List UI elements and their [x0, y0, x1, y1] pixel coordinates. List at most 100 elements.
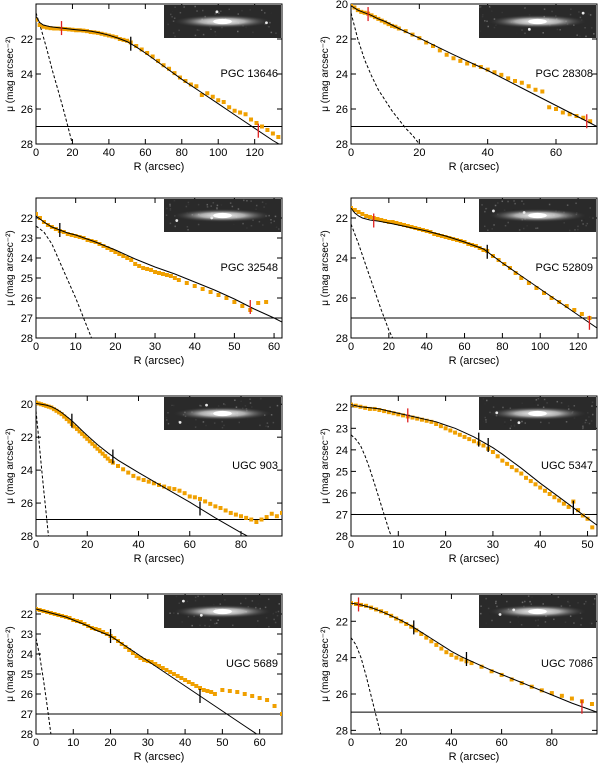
panel-3-data-point [121, 254, 126, 258]
panel-5-data-point [208, 501, 213, 506]
panel-5-data-point [98, 449, 103, 454]
panel-2-galaxy-noise [559, 29, 561, 31]
panel-2-galaxy-noise [479, 5, 482, 8]
panel-7-data-point [164, 668, 169, 672]
panel-6-data-point [467, 437, 472, 442]
panel-7-galaxy-noise [251, 600, 254, 602]
panel-5-galaxy-noise [259, 398, 262, 400]
panel-5-data-point [126, 470, 131, 475]
panel-6-galaxy-core [528, 410, 547, 417]
panel-3-total-line [36, 215, 282, 323]
panel-1-bulge-line [36, 12, 73, 144]
panel-6-data-point [509, 465, 514, 470]
panel-5-data-point [54, 408, 59, 413]
panel-7-galaxy-noise [224, 599, 226, 601]
panel-2-plot-area [351, 4, 597, 144]
panel-6-galaxy-noise [573, 417, 576, 419]
panel-3-galaxy-noise [273, 225, 276, 228]
panel-4-galaxy-noise [518, 229, 521, 231]
panel-4-data-point [375, 217, 380, 221]
panel-8-galaxy-noise [569, 604, 571, 607]
panel-1: 0 20 40 60 80 100 120 22 24 26 28 R (arcsec) μ (mag … [5, 3, 283, 173]
panel-4-galaxy-noise [535, 227, 537, 230]
panel-1-data-point [44, 25, 49, 30]
panel-6-data-point [377, 408, 382, 412]
panel-3-data-point [37, 216, 42, 220]
panel-5-galaxy-noise [222, 403, 225, 405]
panel-1-data-point [205, 91, 210, 96]
panel-6-bulge-line [351, 434, 392, 536]
panel-7-data-point [168, 670, 173, 674]
panel-1-galaxy-noise [196, 10, 198, 12]
panel-1-data-point [156, 58, 161, 63]
panel-3-galaxy-noise [187, 229, 189, 231]
panel-5-data-point [103, 454, 108, 459]
panel-6-galaxy-noise [556, 400, 559, 403]
panel-6-galaxy-name: UGC 5347 [541, 460, 593, 472]
panel-1-galaxy-noise [215, 34, 217, 37]
panel-6-galaxy-noise [502, 406, 504, 409]
panel-6-data-point [481, 443, 486, 448]
panel-5-data-point [72, 424, 77, 429]
panel-6-galaxy-noise [591, 401, 594, 404]
panel-4-galaxy-noise [589, 207, 592, 209]
panel-4-data-point [394, 221, 399, 225]
panel-3-galaxy-noise [246, 200, 248, 202]
panel-2-galaxy-noise [587, 13, 590, 15]
panel-1-data-point [188, 82, 193, 87]
panel-4-ytick-label: 22 [336, 213, 348, 225]
panel-4-galaxy-name: PGC 52809 [536, 262, 593, 274]
panel-2-galaxy-noise [591, 27, 593, 29]
panel-1-data-point [37, 23, 42, 27]
panel-3-ylabel: μ (mag arcsec⁻²) [5, 230, 16, 306]
panel-5-data-point [239, 514, 243, 519]
panel-8-total-line [351, 602, 597, 713]
panel-3-ytick-label: 28 [21, 333, 33, 345]
panel-3-galaxy-noise [197, 203, 200, 206]
panel-4-data-point [360, 212, 365, 216]
panel-3-data-point [176, 278, 181, 282]
panel-6-data-point [429, 419, 434, 424]
panel-3-data-point [157, 271, 161, 275]
panel-7-galaxy-noise [199, 624, 201, 627]
panel-6-galaxy-noise [482, 398, 485, 400]
panel-8-galaxy-noise [491, 619, 493, 622]
panel-5-galaxy-noise [186, 423, 189, 426]
panel-4-data-point [398, 222, 403, 226]
panel-2-data-point [472, 63, 476, 68]
panel-7-data-point [97, 628, 102, 632]
panel-3-galaxy-noise [186, 225, 189, 228]
panel-7-ytick-label: 28 [21, 729, 33, 741]
panel-1-ytick-label: 22 [21, 34, 33, 46]
panel-3-data-point [69, 233, 74, 237]
panel-1-galaxy-noise [270, 31, 273, 34]
panel-5-xtick-label: 20 [81, 539, 93, 551]
panel-4-data-point [432, 232, 437, 236]
panel-4-galaxy-noise [523, 227, 525, 230]
panel-2-data-point [390, 23, 394, 28]
panel-6-xtick-label: 20 [439, 539, 451, 551]
panel-4-ylabel: μ (mag arcsec⁻²) [320, 230, 331, 306]
panel-8-galaxy-noise [588, 622, 591, 624]
panel-1-galaxy-noise [264, 12, 266, 14]
panel-7-data-point [220, 688, 225, 692]
panel-6-xtick-label: 10 [392, 539, 404, 551]
panel-1-galaxy-noise [218, 12, 220, 14]
panel-3-galaxy-noise [237, 208, 240, 210]
panel-3-ytick-label: 25 [21, 273, 33, 285]
panel-1-data-point [254, 121, 259, 125]
panel-8-galaxy-core [528, 608, 547, 615]
panel-3-galaxy-noise [169, 208, 172, 210]
panel-6-data-point [391, 411, 396, 416]
panel-3-galaxy-noise [233, 223, 235, 226]
panel-3-galaxy-noise [187, 201, 190, 204]
panel-7-data-point [209, 690, 214, 694]
panel-3-xtick-label: 10 [70, 341, 82, 353]
panel-5-data-point [141, 478, 146, 482]
panel-1-galaxy-noise [214, 30, 216, 33]
panel-4-data-point [364, 214, 369, 218]
panel-7-galaxy-noise [268, 625, 270, 628]
panel-4-data-point [534, 286, 539, 290]
panel-6-plot-area [351, 402, 597, 536]
panel-3-galaxy-noise [261, 201, 264, 203]
